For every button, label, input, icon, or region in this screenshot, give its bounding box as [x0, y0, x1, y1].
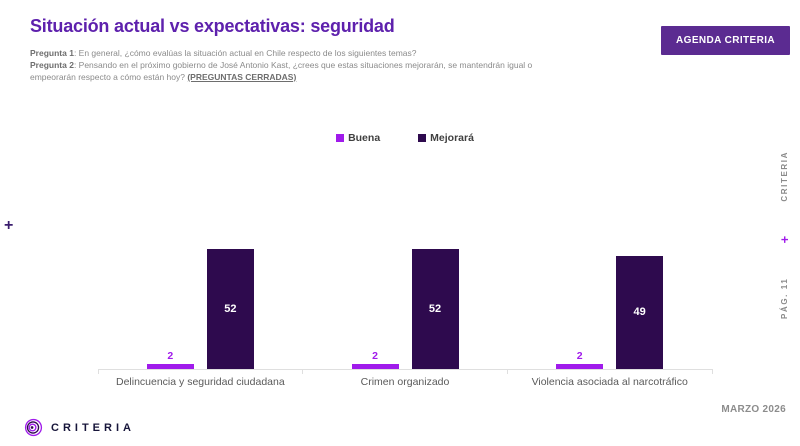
category-label: Violencia asociada al narcotráfico [531, 376, 688, 388]
axis-tick [302, 369, 304, 374]
bar-mejorará: 52 [206, 248, 254, 369]
bar-value-label: 52 [428, 302, 442, 315]
question1-text: : En general, ¿cómo evalúas la situación… [73, 48, 417, 58]
right-rail: PÁG. 11 + CRITERIA [776, 151, 792, 319]
category-label: Delincuencia y seguridad ciudadana [115, 376, 285, 388]
bar-column: 49 [616, 255, 664, 369]
bar-pair: 2 52 [351, 248, 459, 369]
category-label: Crimen organizado [360, 376, 450, 388]
date-label: MARZO 2026 [721, 404, 786, 415]
bar-buena [351, 364, 399, 369]
bar-value-label: 2 [167, 350, 174, 363]
question2-text-cont: empeorarán respecto a cómo están hoy? [30, 71, 188, 82]
page-number-label: PÁG. 11 [779, 277, 789, 319]
bar-value-label: 52 [224, 302, 237, 315]
bar-column: 2 [146, 350, 194, 369]
bar-chart: 2 52 2 52 2 49 Delincuencia y seguridad ciuda… [97, 180, 713, 388]
axis-tick [711, 369, 713, 374]
bar-group: 2 49 [507, 180, 712, 369]
legend-item: Buena [336, 132, 380, 144]
brand-label-vertical: CRITERIA [779, 151, 789, 202]
bar-value-label: 49 [633, 306, 646, 319]
bar-pair: 2 49 [556, 255, 664, 369]
chart-legend: Buena Mejorará [98, 132, 712, 144]
legend-item: Mejorará [418, 132, 474, 144]
bar-column: 2 [351, 350, 399, 369]
agenda-criteria-button[interactable]: AGENDA CRITERIA [661, 26, 790, 55]
legend-label: Mejorará [430, 132, 474, 144]
legend-swatch [418, 134, 427, 142]
question2-label: Pregunta 2 [30, 59, 74, 70]
preguntas-cerradas-link[interactable]: (PREGUNTAS CERRADAS) [187, 71, 297, 82]
bar-column: 52 [206, 248, 254, 369]
plus-decoration-right: + [776, 235, 792, 244]
bar-buena [146, 364, 194, 369]
criteria-logo-icon [24, 418, 43, 437]
bar-value-label: 2 [372, 350, 378, 363]
criteria-logo-text: CRITERIA [51, 421, 135, 434]
bar-buena [556, 364, 604, 369]
axis-tick [506, 369, 508, 374]
bar-group: 2 52 [98, 180, 303, 369]
plus-decoration-left: + [4, 217, 14, 234]
bar-mejorará: 49 [616, 255, 664, 369]
question1-label: Pregunta 1 [30, 48, 74, 58]
axis-tick [97, 369, 99, 374]
bar-column: 52 [411, 248, 459, 369]
criteria-logo: CRITERIA [24, 418, 135, 437]
page-title: Situación actual vs expectativas: seguri… [30, 16, 395, 36]
bar-pair: 2 52 [146, 248, 254, 369]
plot-area: 2 52 2 52 2 49 [97, 180, 713, 374]
category-axis: Delincuencia y seguridad ciudadana Crimen… [98, 376, 712, 388]
bar-value-label: 2 [576, 350, 583, 363]
legend-label: Buena [348, 132, 381, 144]
question2-text: : Pensando en el próximo gobierno de Jos… [73, 59, 533, 70]
bar-column: 2 [556, 350, 604, 369]
bar-group: 2 52 [303, 180, 508, 369]
bar-mejorará: 52 [411, 248, 459, 369]
questions-text: Pregunta 1: En general, ¿cómo evalúas la… [30, 48, 630, 84]
legend-swatch [336, 134, 345, 142]
